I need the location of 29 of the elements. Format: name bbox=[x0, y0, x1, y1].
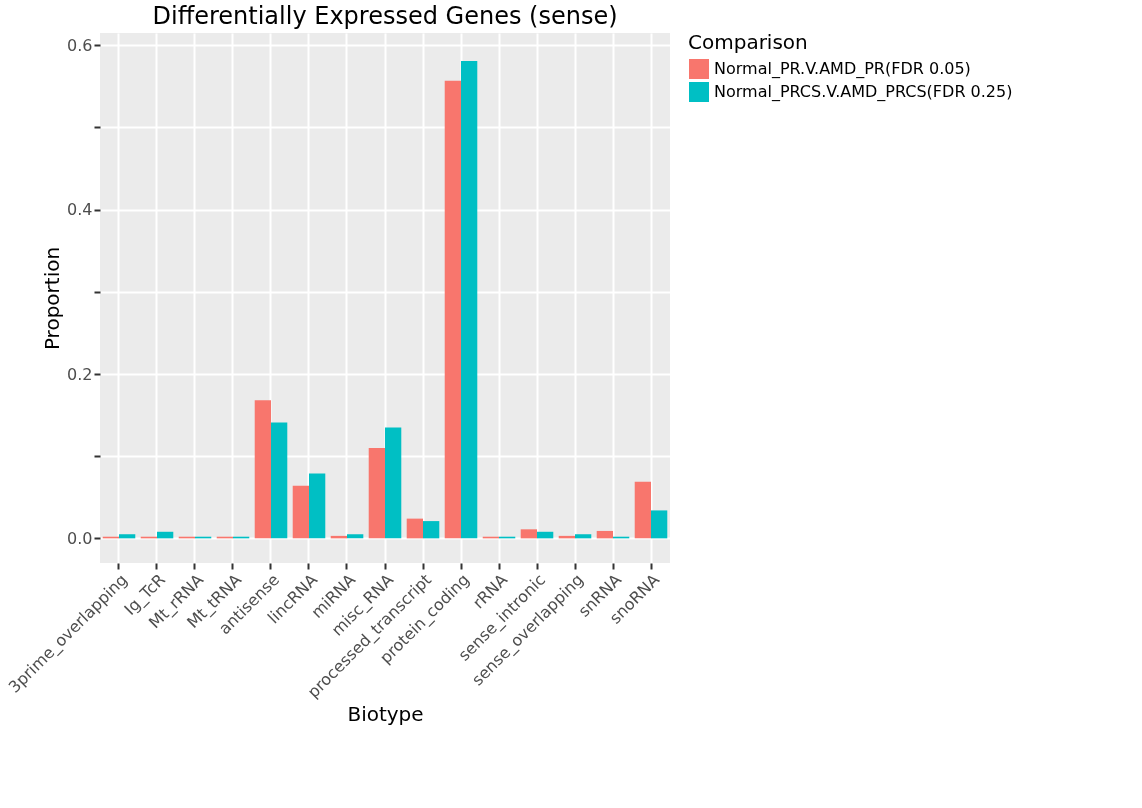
bar bbox=[406, 518, 423, 539]
bar bbox=[254, 400, 271, 539]
bar bbox=[520, 529, 537, 539]
bar bbox=[368, 447, 385, 539]
y-axis-title: Proportion bbox=[40, 246, 65, 351]
bar bbox=[292, 485, 309, 539]
bar bbox=[575, 534, 592, 539]
chart-title: Differentially Expressed Genes (sense) bbox=[152, 2, 618, 30]
bar bbox=[444, 80, 461, 539]
legend-label: Normal_PRCS.V.AMD_PRCS(FDR 0.25) bbox=[714, 82, 1013, 102]
y-tick-label: 0.2 bbox=[67, 364, 93, 384]
bar bbox=[634, 481, 651, 539]
x-axis-title: Biotype bbox=[347, 701, 424, 726]
bar bbox=[309, 473, 326, 539]
bar bbox=[271, 422, 288, 539]
legend-label: Normal_PR.V.AMD_PR(FDR 0.05) bbox=[714, 59, 971, 79]
bar bbox=[537, 531, 554, 539]
bar bbox=[423, 521, 440, 539]
bar bbox=[651, 510, 668, 539]
bar bbox=[347, 534, 364, 539]
bar bbox=[596, 530, 613, 539]
bar bbox=[385, 427, 402, 539]
y-tick-label: 0.6 bbox=[67, 35, 93, 55]
y-tick-label: 0.0 bbox=[67, 528, 93, 548]
legend-title: Comparison bbox=[688, 30, 808, 54]
y-tick-label: 0.4 bbox=[67, 200, 93, 220]
bar bbox=[157, 531, 174, 539]
bar bbox=[119, 534, 136, 539]
bar bbox=[461, 60, 478, 539]
